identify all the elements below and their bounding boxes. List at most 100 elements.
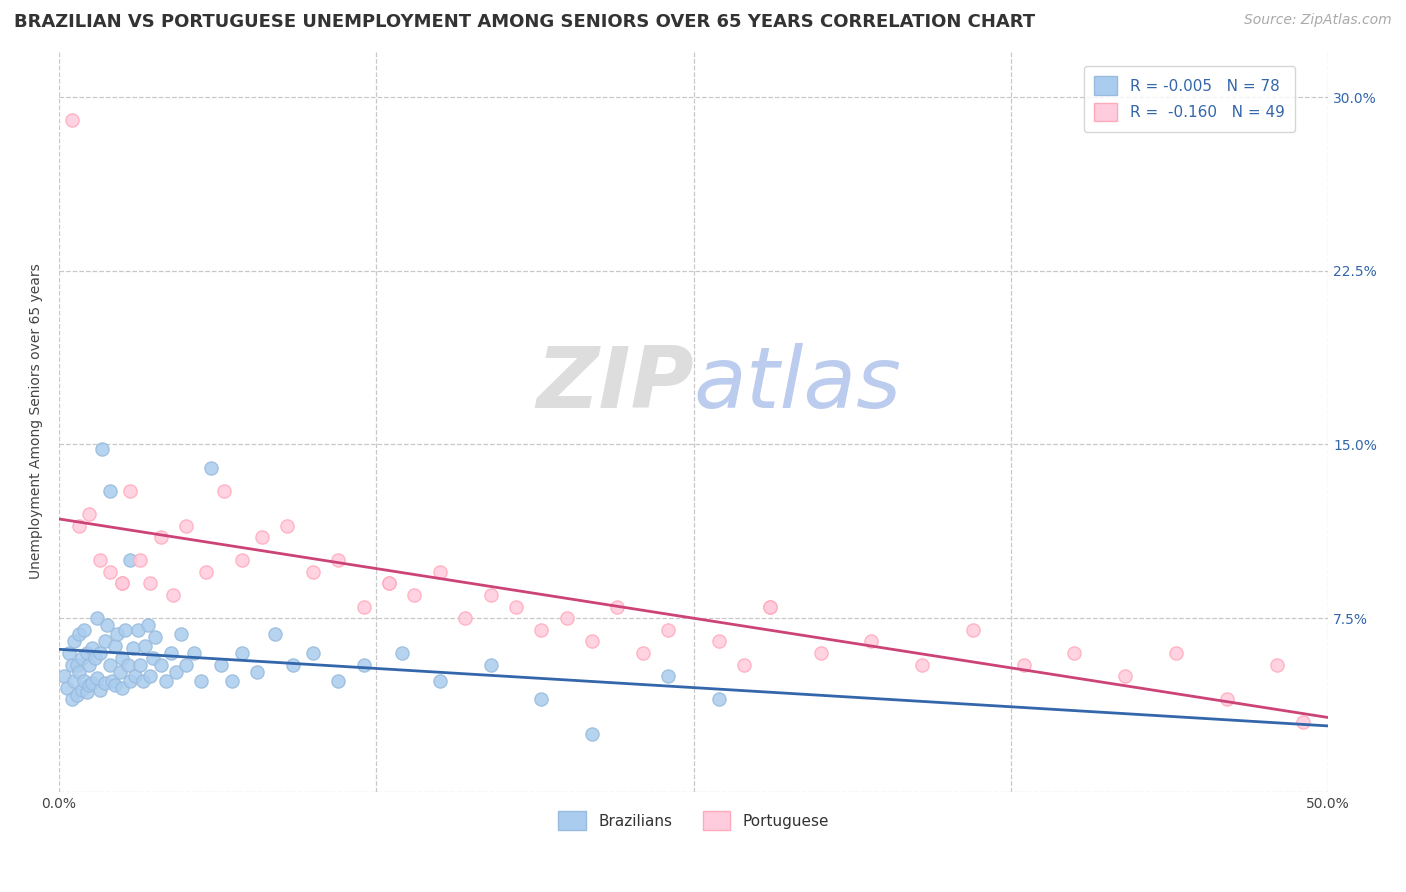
Point <box>134 639 156 653</box>
Text: Source: ZipAtlas.com: Source: ZipAtlas.com <box>1244 13 1392 28</box>
Point <box>328 553 350 567</box>
Point <box>89 683 111 698</box>
Point <box>111 650 134 665</box>
Point <box>1063 646 1085 660</box>
Point <box>76 685 98 699</box>
Point <box>581 634 603 648</box>
Point <box>104 678 127 692</box>
Point <box>67 665 90 679</box>
Point <box>454 611 477 625</box>
Point <box>165 665 187 679</box>
Point <box>127 623 149 637</box>
Point <box>200 460 222 475</box>
Point <box>96 618 118 632</box>
Point <box>353 599 375 614</box>
Point <box>190 673 212 688</box>
Point <box>79 678 101 692</box>
Point <box>80 641 103 656</box>
Point <box>108 665 131 679</box>
Point <box>73 673 96 688</box>
Point <box>111 576 134 591</box>
Point <box>328 673 350 688</box>
Point <box>250 530 273 544</box>
Point <box>79 507 101 521</box>
Point <box>246 665 269 679</box>
Point <box>479 657 502 672</box>
Point <box>142 650 165 665</box>
Text: atlas: atlas <box>693 343 901 425</box>
Point <box>302 646 325 660</box>
Point <box>136 618 159 632</box>
Point <box>66 657 89 672</box>
Point <box>195 565 218 579</box>
Point <box>101 673 124 688</box>
Point <box>221 673 243 688</box>
Point <box>121 641 143 656</box>
Point <box>67 627 90 641</box>
Point <box>505 599 527 614</box>
Point <box>93 676 115 690</box>
Point <box>429 673 451 688</box>
Point <box>98 657 121 672</box>
Point <box>378 576 401 591</box>
Point <box>263 627 285 641</box>
Text: BRAZILIAN VS PORTUGUESE UNEMPLOYMENT AMONG SENIORS OVER 65 YEARS CORRELATION CHA: BRAZILIAN VS PORTUGUESE UNEMPLOYMENT AMO… <box>14 13 1035 31</box>
Point <box>962 623 984 637</box>
Point <box>124 669 146 683</box>
Point <box>55 681 77 695</box>
Point <box>66 688 89 702</box>
Point <box>1267 657 1289 672</box>
Point <box>1292 715 1315 730</box>
Point <box>76 646 98 660</box>
Point <box>212 483 235 498</box>
Point <box>67 518 90 533</box>
Point <box>353 657 375 672</box>
Point <box>530 623 553 637</box>
Legend: Brazilians, Portuguese: Brazilians, Portuguese <box>553 805 835 836</box>
Point <box>631 646 654 660</box>
Point <box>707 692 730 706</box>
Point <box>231 553 253 567</box>
Point <box>129 553 152 567</box>
Point <box>302 565 325 579</box>
Point <box>155 673 177 688</box>
Point <box>120 673 142 688</box>
Point <box>281 657 304 672</box>
Point <box>111 576 134 591</box>
Point <box>86 611 108 625</box>
Point <box>70 650 93 665</box>
Point <box>733 657 755 672</box>
Point <box>378 576 401 591</box>
Point <box>170 627 193 641</box>
Point <box>60 692 83 706</box>
Point <box>70 683 93 698</box>
Point <box>479 588 502 602</box>
Point <box>93 634 115 648</box>
Point <box>114 623 136 637</box>
Point <box>911 657 934 672</box>
Point <box>63 673 86 688</box>
Point <box>183 646 205 660</box>
Point <box>58 646 80 660</box>
Point <box>657 623 679 637</box>
Point <box>606 599 628 614</box>
Point <box>1114 669 1136 683</box>
Point <box>98 565 121 579</box>
Point <box>83 650 105 665</box>
Point <box>657 669 679 683</box>
Point <box>89 553 111 567</box>
Point <box>139 669 162 683</box>
Point <box>129 657 152 672</box>
Point <box>810 646 832 660</box>
Point <box>404 588 426 602</box>
Point <box>276 518 298 533</box>
Point <box>89 646 111 660</box>
Point <box>145 630 167 644</box>
Point <box>149 530 172 544</box>
Point <box>707 634 730 648</box>
Point <box>79 657 101 672</box>
Point <box>60 113 83 128</box>
Point <box>1012 657 1035 672</box>
Point <box>107 627 129 641</box>
Point <box>91 442 114 456</box>
